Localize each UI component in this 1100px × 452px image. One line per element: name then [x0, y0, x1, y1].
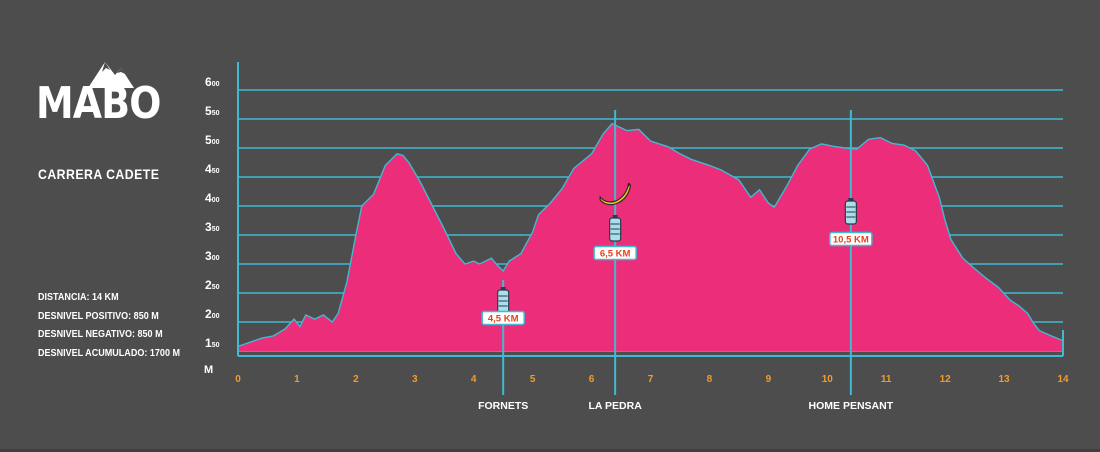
water-bottle-icon: [497, 287, 510, 314]
bottle-cap: [612, 215, 618, 218]
elevation-area: [238, 123, 1063, 351]
bottle-cap: [848, 198, 854, 201]
waypoint-name: FORNETS: [478, 400, 528, 412]
x-tick-label: 2: [353, 374, 359, 385]
x-tick-label: 1: [294, 374, 300, 385]
waypoint-name: HOME PENSANT: [809, 400, 894, 412]
km-tag-label: 6,5 KM: [600, 249, 631, 260]
x-tick-label: 3: [412, 374, 418, 385]
divider: [0, 449, 1100, 452]
y-tick-label: 300: [205, 249, 220, 263]
x-tick-label: 7: [648, 374, 654, 385]
y-tick-label: 600: [205, 75, 220, 89]
race-title: CARRERA CADETE: [38, 166, 160, 182]
waypoint-name: LA PEDRA: [589, 400, 643, 412]
brand-logo: MABO: [36, 58, 161, 136]
x-tick-label: 10: [822, 374, 834, 385]
x-tick-label: 11: [881, 374, 892, 385]
brand-name: MABO: [36, 78, 161, 129]
y-tick-label: 200: [205, 307, 220, 321]
bottle-cap: [500, 287, 506, 290]
y-tick-label: 350: [205, 220, 220, 234]
x-tick-label: 14: [1057, 374, 1069, 385]
y-tick-label: 450: [205, 162, 220, 176]
banana-stem: [627, 182, 631, 187]
km-tag: [481, 310, 525, 326]
water-bottle-icon: [609, 215, 622, 242]
banana-shape: [599, 184, 631, 206]
x-tick-label: 0: [235, 374, 241, 385]
water-bottle-icon: [844, 198, 857, 225]
x-tick-label: 6: [589, 374, 595, 385]
x-tick-label: 8: [707, 374, 713, 385]
banana-icon: [599, 182, 631, 206]
y-tick-label: 500: [205, 133, 220, 147]
stat-elevation-gain: DESNIVEL POSITIVO: 850 M: [38, 309, 159, 322]
x-tick-label: 9: [766, 374, 772, 385]
y-tick-label: 400: [205, 191, 220, 205]
x-tick-label: 4: [471, 374, 477, 385]
y-tick-label: 150: [205, 336, 220, 350]
stat-elevation-total: DESNIVEL ACUMULADO: 1700 M: [38, 346, 180, 359]
y-tick-label: 250: [205, 278, 220, 292]
elevation-line: [237, 122, 1064, 348]
x-tick-label: 5: [530, 374, 536, 385]
km-tag: [593, 245, 637, 261]
km-tag-label: 4,5 KM: [488, 314, 519, 325]
stat-distance: DISTANCIA: 14 KM: [38, 291, 119, 303]
y-unit-label: M: [204, 364, 213, 376]
km-tag: [829, 231, 873, 247]
mountain-logo-icon: [88, 62, 134, 88]
km-tag-label: 10,5 KM: [833, 235, 869, 246]
y-tick-label: 550: [205, 104, 220, 118]
x-tick-label: 12: [940, 374, 952, 385]
x-tick-label: 13: [999, 374, 1011, 385]
stat-elevation-loss: DESNIVEL NEGATIVO: 850 M: [38, 328, 163, 340]
race-stats: DISTANCIA: 14 KM DESNIVEL POSITIVO: 850 …: [38, 288, 203, 362]
